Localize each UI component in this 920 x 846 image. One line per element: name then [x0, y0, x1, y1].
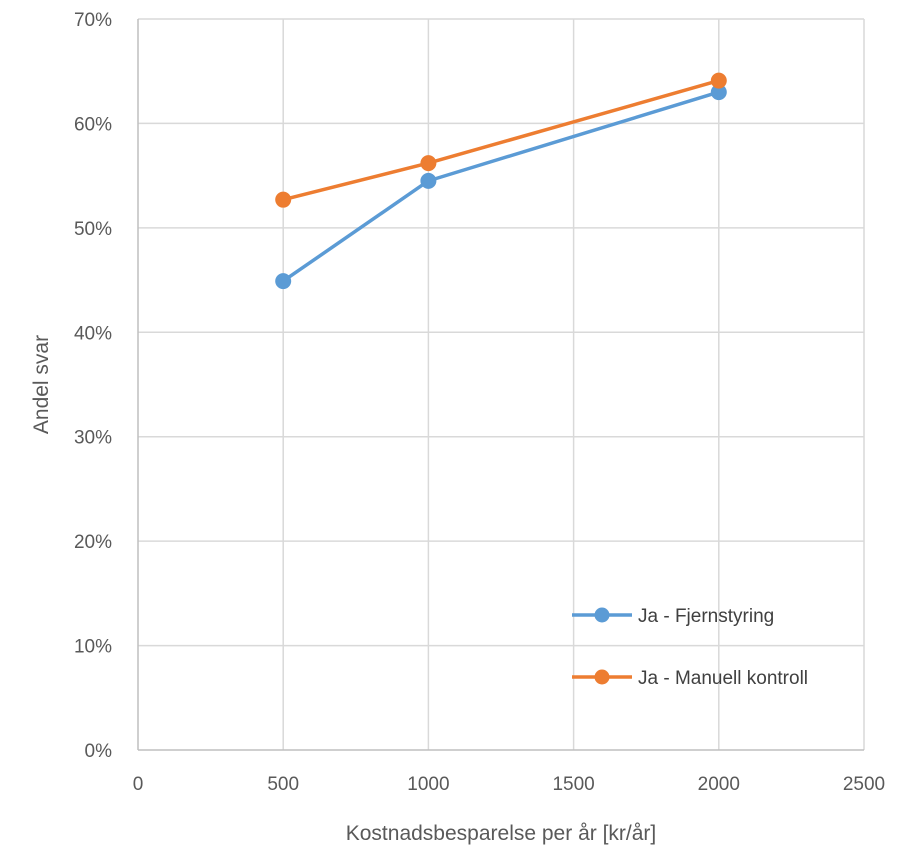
- y-tick-label: 60%: [74, 114, 112, 135]
- series-line: [282, 90, 720, 283]
- data-point: [420, 172, 437, 189]
- series-lines: [275, 72, 727, 290]
- x-tick-label: 1000: [407, 774, 449, 795]
- x-tick-label: 2500: [843, 774, 885, 795]
- axes: [137, 19, 864, 751]
- data-point: [275, 273, 292, 290]
- legend-item-1: Ja - Fjernstyring: [572, 606, 774, 627]
- y-tick-label: 70%: [74, 10, 112, 31]
- y-tick-label: 0%: [85, 741, 113, 762]
- y-tick-label: 30%: [74, 428, 112, 449]
- y-tick-label: 50%: [74, 219, 112, 240]
- tick-labels: 0% 10% 20% 30% 40% 50% 60% 70% 0 500 1000 1500 2000 2…: [74, 10, 885, 795]
- data-point: [275, 191, 292, 208]
- x-tick-label: 2000: [698, 774, 740, 795]
- legend-item-2: Ja - Manuell kontroll: [572, 668, 808, 689]
- x-tick-label: 500: [267, 774, 299, 795]
- legend-label: Ja - Fjernstyring: [638, 606, 774, 627]
- legend-marker: [594, 669, 610, 685]
- x-tick-label: 0: [133, 774, 144, 795]
- x-axis-title: Kostnadsbesparelse per år [kr/år]: [346, 822, 657, 845]
- legend-label: Ja - Manuell kontroll: [638, 668, 808, 689]
- series-2: [275, 72, 727, 208]
- data-point: [420, 155, 437, 172]
- x-tick-label: 1500: [552, 774, 594, 795]
- series-line: [282, 78, 720, 202]
- legend-marker: [594, 607, 610, 623]
- legend: Ja - Fjernstyring Ja - Manuell kontroll: [572, 606, 808, 689]
- y-tick-label: 20%: [74, 532, 112, 553]
- grid: [138, 18, 865, 750]
- data-point: [710, 72, 727, 89]
- series-1: [275, 84, 727, 290]
- y-tick-label: 10%: [74, 637, 112, 658]
- y-tick-label: 40%: [74, 323, 112, 344]
- y-axis-title: Andel svar: [30, 335, 53, 434]
